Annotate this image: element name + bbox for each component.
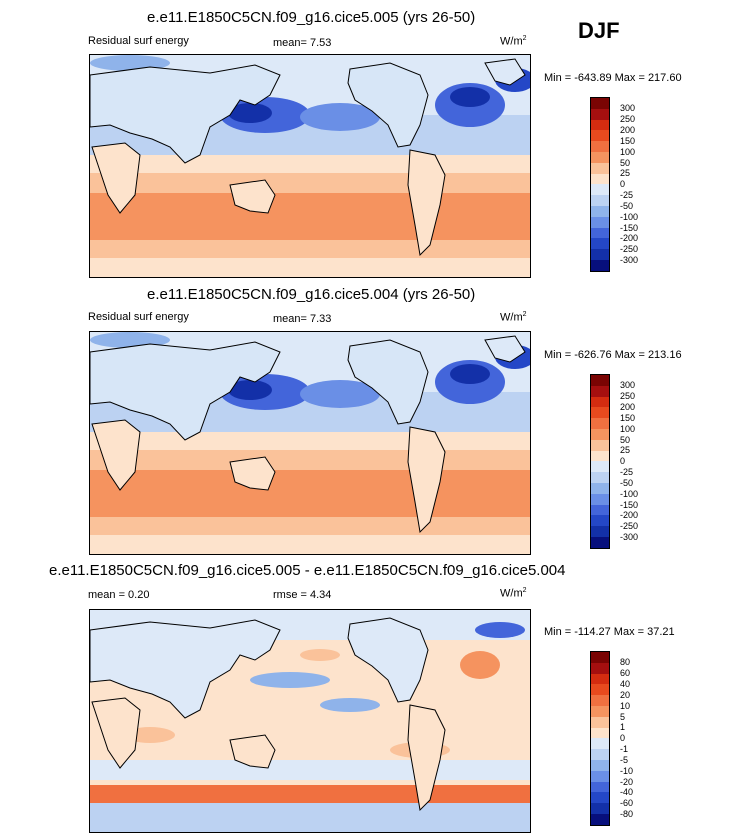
- panel1-title: e.e11.E1850C5CN.f09_g16.cice5.005 (yrs 2…: [147, 9, 476, 26]
- panel3-level-label: 60: [620, 668, 631, 678]
- panel2-level-label: -150: [620, 500, 639, 510]
- panel1-level-label: -100: [620, 212, 639, 222]
- panel2-level-label: 50: [620, 435, 631, 445]
- panel3-units: W/m2: [500, 587, 527, 600]
- panel3-level-label: -5: [620, 755, 629, 765]
- panel1-mean: mean= 7.53: [273, 37, 332, 49]
- panel3-level-label: 5: [620, 712, 626, 722]
- panel1-level-label: 0: [620, 179, 626, 189]
- panel1-level-label: -150: [620, 223, 639, 233]
- season-label: DJF: [578, 18, 620, 43]
- panel1-field-label: Residual surf energy: [88, 35, 189, 47]
- panel3-map-graphic: [90, 610, 530, 832]
- panel1-level-label: -300: [620, 255, 639, 265]
- panel1-colorbar: [590, 97, 610, 272]
- panel1-level-label: 200: [620, 125, 636, 135]
- panel3-level-label: -1: [620, 744, 629, 754]
- panel1-level-label: -200: [620, 233, 639, 243]
- panel2-level-label: -250: [620, 521, 639, 531]
- panel2-title: e.e11.E1850C5CN.f09_g16.cice5.004 (yrs 2…: [147, 286, 476, 303]
- panel3-level-label: 80: [620, 657, 631, 667]
- panel2-level-label: -200: [620, 510, 639, 520]
- panel2-level-label: 200: [620, 402, 636, 412]
- panel3-level-label: -60: [620, 798, 634, 808]
- panel2-level-label: 250: [620, 391, 636, 401]
- panel1-level-label: 50: [620, 158, 631, 168]
- panel3-level-label: -20: [620, 777, 634, 787]
- panel3-level-label: 10: [620, 701, 631, 711]
- panel3-level-label: 0: [620, 733, 626, 743]
- panel2-units: W/m2: [500, 311, 527, 324]
- panel1-level-label: -50: [620, 201, 634, 211]
- panel2-level-label: -25: [620, 467, 634, 477]
- panel2-level-label: -100: [620, 489, 639, 499]
- panel1-map: [89, 54, 531, 278]
- panel2-map: [89, 331, 531, 555]
- panel3-title: e.e11.E1850C5CN.f09_g16.cice5.005 - e.e1…: [49, 562, 566, 579]
- panel1-units: W/m2: [500, 35, 527, 48]
- panel1-level-label: 150: [620, 136, 636, 146]
- panel3-level-label: -10: [620, 766, 634, 776]
- panel3-rmse: rmse = 4.34: [273, 589, 332, 601]
- panel1-level-label: 100: [620, 147, 636, 157]
- panel2-map-graphic: [90, 332, 530, 554]
- panel3-colorbar: [590, 651, 610, 826]
- panel3-level-label: 40: [620, 679, 631, 689]
- panel2-level-label: -300: [620, 532, 639, 542]
- panel1-level-label: -25: [620, 190, 634, 200]
- panel2-level-label: 100: [620, 424, 636, 434]
- panel2-level-label: 300: [620, 380, 636, 390]
- panel2-level-label: -50: [620, 478, 634, 488]
- panel1-level-label: -250: [620, 244, 639, 254]
- panel1-level-label: 300: [620, 103, 636, 113]
- panel3-mean: mean = 0.20: [88, 589, 150, 601]
- panel2-field-label: Residual surf energy: [88, 311, 189, 323]
- panel1-map-graphic: [90, 55, 530, 277]
- panel3-level-label: -40: [620, 787, 634, 797]
- panel2-colorbar: [590, 374, 610, 549]
- panel2-level-label: 0: [620, 456, 626, 466]
- panel2-mean: mean= 7.33: [273, 313, 332, 325]
- panel2-level-label: 150: [620, 413, 636, 423]
- panel2-minmax: Min = -626.76 Max = 213.16: [544, 349, 682, 361]
- panel3-level-label: -80: [620, 809, 634, 819]
- panel3-minmax: Min = -114.27 Max = 37.21: [544, 626, 675, 638]
- panel3-map: [89, 609, 531, 833]
- panel1-level-label: 25: [620, 168, 631, 178]
- panel3-level-label: 20: [620, 690, 631, 700]
- panel1-minmax: Min = -643.89 Max = 217.60: [544, 72, 682, 84]
- panel3-level-label: 1: [620, 722, 626, 732]
- panel2-level-label: 25: [620, 445, 631, 455]
- panel1-level-label: 250: [620, 114, 636, 124]
